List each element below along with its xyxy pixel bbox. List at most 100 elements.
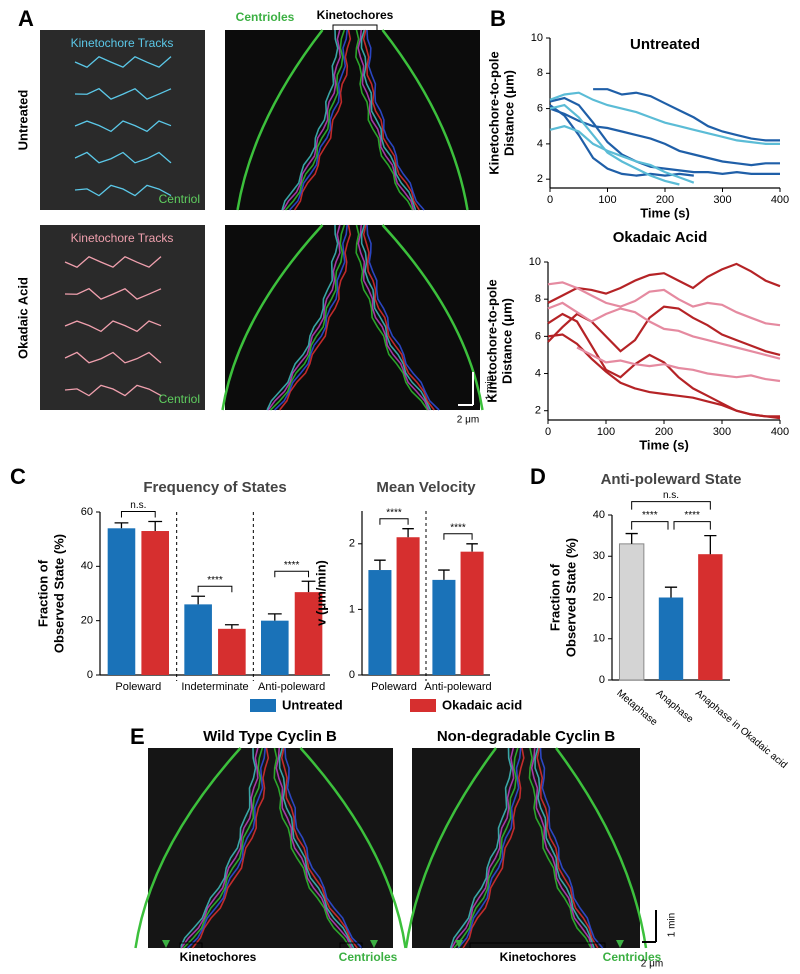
- track: [64, 255, 162, 268]
- y-tick-label: 20: [81, 615, 93, 627]
- bar: [368, 570, 392, 675]
- bar: [698, 554, 723, 680]
- y-tick-label: 4: [535, 367, 541, 379]
- bracket: [332, 24, 378, 30]
- y-axis-label: Distance (μm): [499, 298, 514, 384]
- error-bar: [402, 528, 414, 538]
- track-label: Kinetochore Tracks: [71, 36, 174, 50]
- x-tick-label: Poleward: [115, 681, 161, 693]
- y-tick-label: 20: [593, 591, 605, 603]
- x-tick-label: 0: [545, 426, 551, 438]
- strand: [269, 224, 346, 411]
- kymograph: [148, 748, 393, 948]
- track: [64, 320, 162, 333]
- series-line: [549, 96, 780, 176]
- annotation: ****: [207, 575, 223, 586]
- bar: [107, 528, 136, 675]
- y-tick-label: 6: [537, 102, 543, 114]
- y-axis-label: Observed State (%): [51, 534, 66, 653]
- track: [64, 287, 162, 300]
- panel-label: E: [130, 724, 145, 749]
- strand: [289, 29, 348, 211]
- strand: [536, 747, 599, 949]
- track: [74, 151, 172, 164]
- bracket: [443, 533, 473, 540]
- y-tick-label: 8: [535, 293, 541, 305]
- legend-label: Untreated: [282, 697, 343, 712]
- kymo-title: Wild Type Cyclin B: [203, 728, 337, 745]
- strand: [280, 747, 358, 949]
- strand: [362, 29, 420, 211]
- track: [74, 120, 172, 133]
- kymograph: [225, 30, 480, 210]
- scale-label: 1 min: [667, 913, 678, 937]
- strand: [266, 224, 339, 411]
- series-line: [547, 262, 781, 304]
- series-line: [593, 88, 780, 142]
- annotation: ****: [642, 510, 658, 521]
- strand: [278, 224, 352, 411]
- track: [74, 87, 172, 100]
- y-tick-label: 2: [535, 405, 541, 417]
- kymograph: [412, 748, 640, 948]
- chart-title: Anti-poleward State: [601, 471, 742, 488]
- y-axis-label: Fraction of: [547, 563, 562, 631]
- x-tick-label: Anaphase in Okadaic acid: [693, 688, 789, 771]
- bar: [261, 620, 289, 675]
- legend-label: Okadaic acid: [442, 697, 522, 712]
- centriole-track: [554, 747, 648, 949]
- error-bar: [114, 522, 129, 529]
- bracket: [179, 942, 606, 948]
- chart-title: Okadaic Acid: [613, 229, 707, 246]
- centriole-track: [404, 747, 498, 949]
- scale-label: 2 μm: [457, 415, 479, 426]
- series-line: [549, 104, 694, 177]
- error-bar: [301, 580, 316, 593]
- strand: [366, 224, 440, 411]
- bar: [618, 543, 645, 681]
- strand: [462, 747, 525, 949]
- series-line: [576, 346, 781, 383]
- strand: [281, 29, 339, 211]
- bracket: [197, 585, 233, 593]
- y-tick-label: 10: [593, 633, 605, 645]
- y-tick-label: 1: [349, 603, 355, 615]
- micrograph: [40, 225, 205, 410]
- bar: [460, 551, 484, 675]
- series-line: [547, 333, 781, 420]
- panel-label: B: [490, 6, 506, 31]
- error-bar: [267, 613, 282, 621]
- x-axis-label: Time (s): [639, 437, 689, 452]
- error-bar: [191, 595, 206, 605]
- x-tick-label: Anaphase: [654, 688, 696, 726]
- y-axis-label: v (μm/min): [313, 560, 328, 626]
- x-tick-label: Metaphase: [614, 688, 659, 729]
- error-bar: [704, 534, 717, 555]
- strand: [284, 747, 363, 949]
- annotation: n.s.: [130, 500, 146, 511]
- centriole-track: [381, 224, 484, 411]
- y-tick-label: 8: [537, 67, 543, 79]
- x-tick-label: 100: [597, 426, 615, 438]
- strand: [278, 747, 355, 949]
- bracket: [379, 518, 409, 525]
- panel-label: C: [10, 464, 26, 489]
- centriole-track: [236, 29, 324, 211]
- bar: [658, 597, 684, 680]
- row-label: Untreated: [15, 90, 30, 151]
- bar: [218, 628, 246, 675]
- x-tick-label: 200: [655, 426, 673, 438]
- centriole-track: [299, 747, 407, 949]
- panel-label: A: [18, 6, 34, 31]
- images: [40, 29, 648, 949]
- centriole-track: [381, 29, 469, 211]
- x-tick-label: 400: [771, 194, 789, 206]
- y-tick-label: 40: [81, 560, 93, 572]
- y-tick-label: 40: [593, 509, 605, 521]
- track: [74, 55, 172, 68]
- series-line: [549, 91, 780, 145]
- y-axis-label: Kinetochore-to-pole: [486, 51, 501, 175]
- kinetochores-label: Kinetochores: [180, 950, 257, 964]
- error-bar: [148, 520, 163, 532]
